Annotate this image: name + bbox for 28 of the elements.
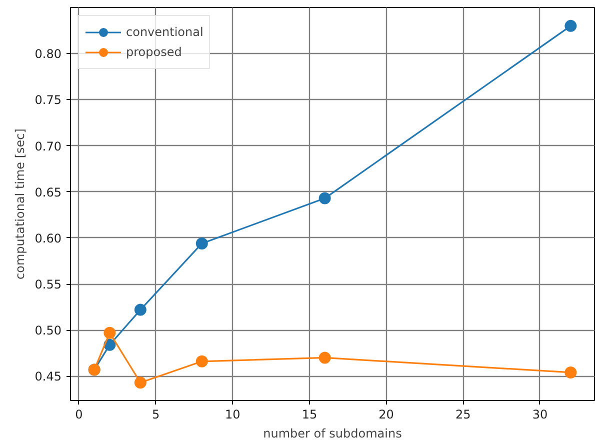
y-tick-label: 0.65 bbox=[34, 185, 62, 200]
x-tick-label: 5 bbox=[152, 408, 160, 422]
y-tick-label: 0.50 bbox=[34, 324, 62, 338]
point bbox=[134, 304, 146, 316]
y-tick-label: 0.80 bbox=[34, 47, 62, 62]
x-tick-label: 25 bbox=[455, 408, 471, 422]
point bbox=[104, 326, 116, 339]
point bbox=[196, 355, 208, 368]
legend-label: conventional bbox=[126, 25, 204, 39]
y-tick-label: 0.60 bbox=[34, 231, 62, 246]
point bbox=[318, 192, 331, 204]
y-tick-label: 0.55 bbox=[34, 278, 62, 292]
x-tick-label: 0 bbox=[75, 408, 83, 422]
point bbox=[134, 376, 146, 389]
point bbox=[564, 20, 577, 32]
x-tick-label: 15 bbox=[302, 408, 318, 422]
y-tick-label: 0.75 bbox=[34, 93, 62, 108]
point bbox=[196, 237, 208, 250]
y-tick-label: 0.70 bbox=[34, 139, 62, 154]
point bbox=[318, 352, 331, 364]
x-tick-label: 20 bbox=[378, 408, 394, 422]
y-tick-label: 0.45 bbox=[34, 370, 62, 384]
x-tick-label: 10 bbox=[224, 408, 240, 422]
legend-label: proposed bbox=[126, 45, 182, 59]
y-axis-title: computational time [sec] bbox=[12, 128, 27, 280]
point bbox=[564, 366, 577, 378]
x-tick-label: 30 bbox=[532, 408, 548, 422]
x-axis-title: number of subdomains bbox=[263, 426, 402, 440]
